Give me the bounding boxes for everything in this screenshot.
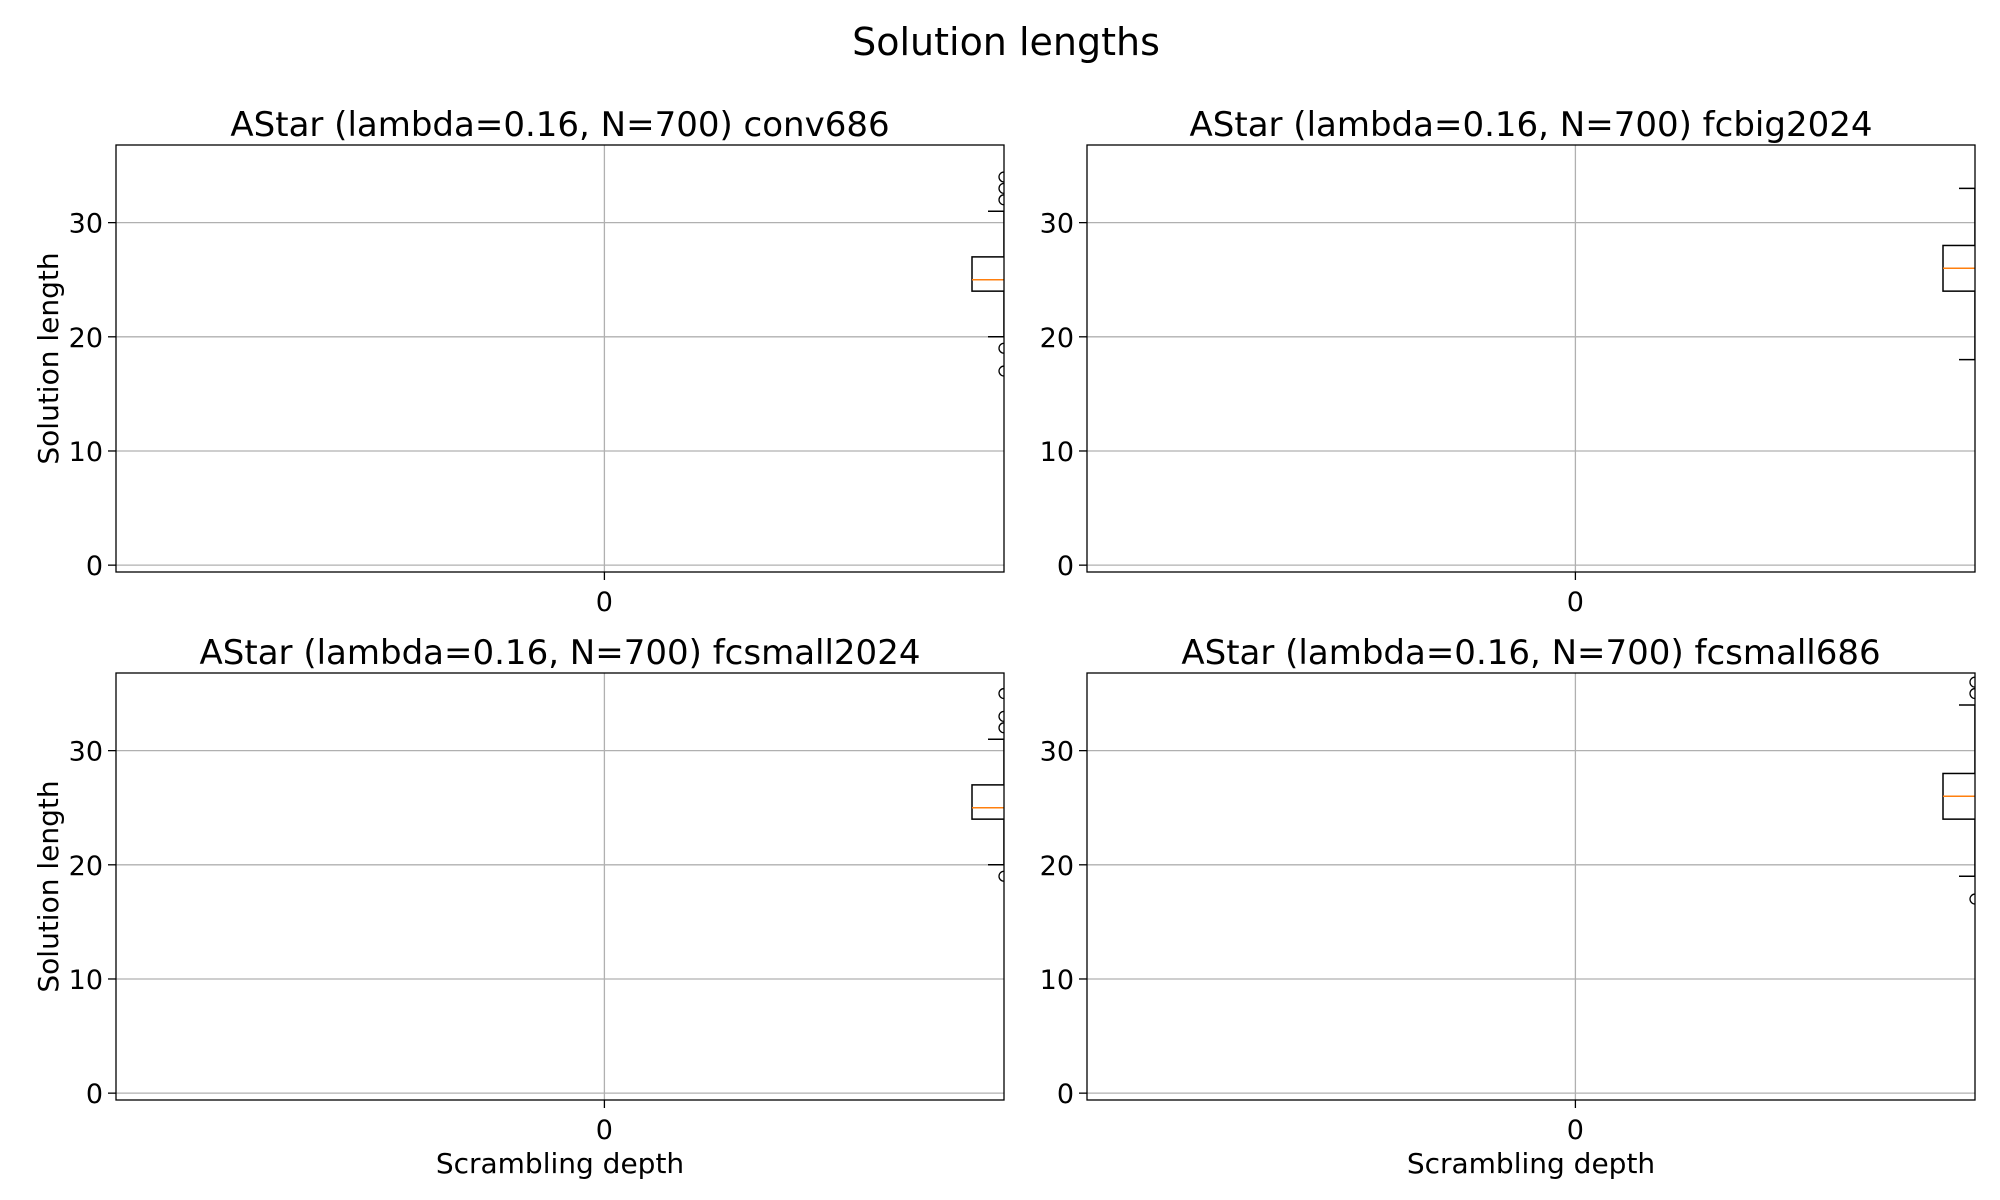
boxplot [971,687,1004,882]
subplot-title: AStar (lambda=0.16, N=700) conv686 [230,105,889,145]
x-tick-label: 0 [1567,587,1584,618]
boxplot [971,171,1004,377]
y-tick-label: 10 [69,965,103,996]
y-tick-label: 20 [69,851,103,882]
y-tick-label: 20 [1040,851,1074,882]
figure-title: Solution lengths [852,20,1160,64]
y-tick-label: 0 [1057,551,1074,582]
flier-point [1969,676,1975,688]
flier-point [1969,893,1975,905]
flier-point [998,870,1004,882]
axes-frame [115,144,1005,573]
y-tick-label: 0 [86,1079,103,1110]
subplot-title: AStar (lambda=0.16, N=700) fcsmall686 [1181,633,1880,673]
box-iqr [971,256,1004,292]
flier-point [1969,687,1975,700]
y-tick-label: 20 [1040,323,1074,354]
y-tick-label: 30 [69,737,103,768]
subplot-2: 0 10 20 30 0 AStar (lambda=0.16, N=700) fcbig… [1040,105,1976,618]
x-tick-label: 0 [596,1115,613,1146]
y-tick-label: 30 [1040,737,1074,768]
flier-point [998,687,1004,700]
y-tick-label: 30 [69,209,103,240]
y-tick-label: 30 [1040,209,1074,240]
subplot-title: AStar (lambda=0.16, N=700) fcbig2024 [1190,105,1873,145]
y-tick-label: 20 [69,323,103,354]
x-axis-label: Scrambling depth [436,1147,684,1180]
y-tick-label: 0 [1057,1079,1074,1110]
y-axis-label: Solution length [32,780,65,992]
boxplot [1942,676,1975,905]
y-tick-label: 10 [69,437,103,468]
y-tick-label: 0 [86,551,103,582]
x-axis-label: Scrambling depth [1407,1147,1655,1180]
axes-frame [1086,672,1976,1101]
subplot-3: 0 10 20 30 0 AStar (lambda=0.16, N=700) fcsma… [32,633,1005,1180]
flier-point [998,194,1004,206]
flier-point [998,710,1004,723]
boxplot [1942,187,1975,361]
subplot-title: AStar (lambda=0.16, N=700) fcsmall2024 [200,633,921,673]
subplot-1: 0 10 20 30 0 AStar (lambda=0.16, N=700) conv6… [32,105,1005,618]
axes-frame [115,672,1005,1101]
flier-point [998,182,1004,195]
y-tick-label: 10 [1040,965,1074,996]
axes-frame [1086,144,1976,573]
x-tick-label: 0 [1567,1115,1584,1146]
flier-point [998,171,1004,183]
box-iqr [971,784,1004,820]
subplot-4: 0 10 20 30 0 AStar (lambda=0.16, N=700) fcsma… [1040,633,1976,1180]
y-tick-label: 10 [1040,437,1074,468]
y-axis-label: Solution length [32,252,65,464]
flier-point [998,722,1004,734]
flier-point [998,365,1004,377]
flier-point [998,342,1004,354]
x-tick-label: 0 [596,587,613,618]
